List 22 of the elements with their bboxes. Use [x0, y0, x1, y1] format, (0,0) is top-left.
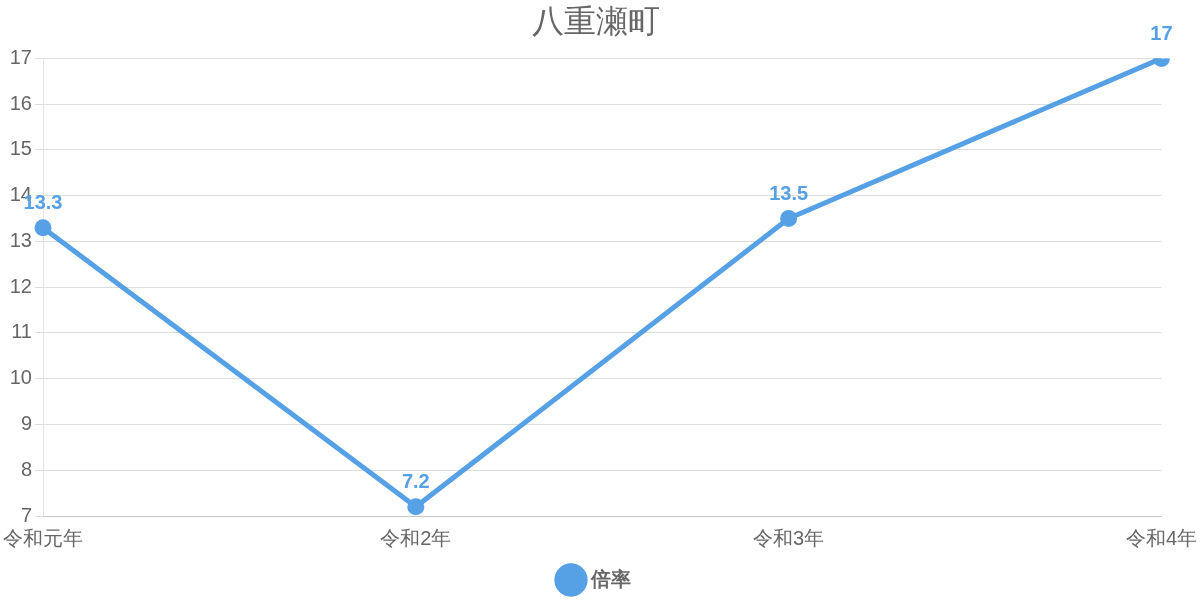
x-tick-label: 令和3年 [753, 526, 825, 549]
y-tick-label: 12 [9, 274, 32, 297]
x-tick-label: 令和元年 [3, 526, 83, 549]
data-label: 7.2 [401, 470, 430, 493]
chart-title: 八重瀬町 [532, 3, 660, 40]
point [407, 498, 425, 516]
legend-label: 倍率 [590, 567, 631, 590]
y-tick-label: 11 [11, 320, 32, 343]
y-tick-label: 13 [9, 228, 32, 251]
y-tick-label: 17 [9, 45, 32, 68]
y-tick-label: 10 [9, 366, 32, 389]
y-tick-label: 15 [9, 137, 32, 160]
point [780, 210, 798, 228]
y-tick-label: 7 [20, 503, 32, 526]
x-tick-label: 令和2年 [380, 526, 452, 549]
data-label: 17 [1150, 21, 1173, 44]
y-tick-label: 8 [20, 457, 32, 480]
point [34, 219, 52, 237]
data-label: 13.5 [769, 182, 809, 205]
y-tick-label: 16 [9, 91, 32, 114]
y-tick-label: 9 [20, 412, 32, 434]
x-tick-label: 令和4年 [1125, 526, 1197, 549]
